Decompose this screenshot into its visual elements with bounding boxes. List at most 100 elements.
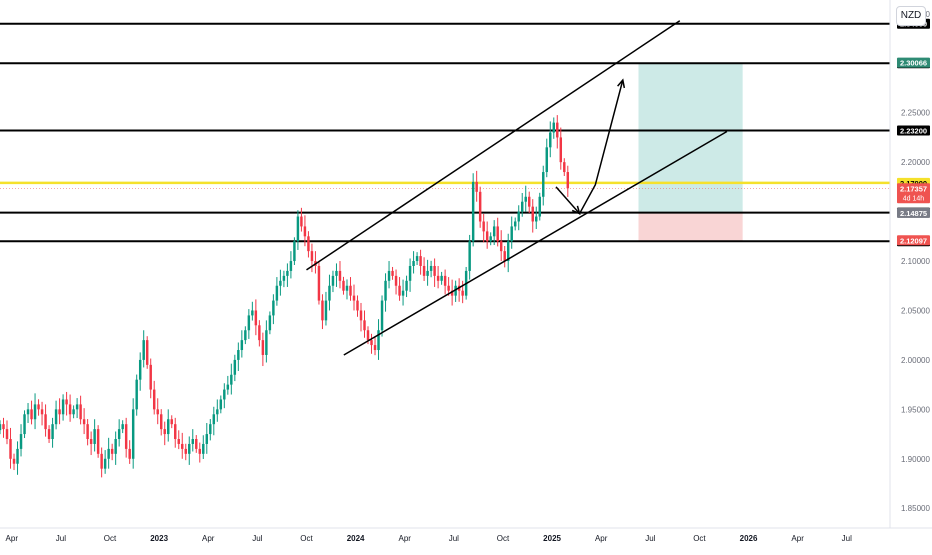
candle-body xyxy=(219,399,223,410)
candle-body xyxy=(26,409,30,415)
candle-body xyxy=(30,409,33,420)
candle-body xyxy=(156,409,159,415)
candle-body xyxy=(538,196,541,217)
candle-body xyxy=(475,181,478,192)
candle-body xyxy=(195,439,198,449)
projection-path xyxy=(555,79,624,215)
candle-body xyxy=(0,424,2,431)
candle-body xyxy=(521,201,524,212)
price-tag: 2.14875 xyxy=(900,209,927,218)
candle-body xyxy=(107,448,110,459)
candle-body xyxy=(454,285,457,296)
channel-lower-line xyxy=(343,130,728,356)
price-tag-bg xyxy=(897,183,930,204)
candle-body xyxy=(124,424,128,449)
candle-body xyxy=(352,295,356,301)
candle-body xyxy=(212,414,216,425)
candle-body xyxy=(261,340,265,355)
candle-body xyxy=(443,275,447,286)
candle-body xyxy=(152,389,156,410)
candle-body xyxy=(131,409,135,459)
candle-body xyxy=(58,409,61,415)
candle-body xyxy=(303,226,307,237)
candle-body xyxy=(223,389,226,400)
x-tick-label: Apr xyxy=(791,534,804,543)
candle-body xyxy=(226,384,230,390)
candle-body xyxy=(296,216,300,242)
candle-body xyxy=(331,275,335,286)
candle-body xyxy=(510,226,513,242)
candle-body xyxy=(513,221,517,227)
y-tick-label: 2.05000 xyxy=(901,306,930,315)
candle-body xyxy=(174,424,177,440)
candle-body xyxy=(556,122,559,138)
projection-arrowhead-down xyxy=(571,205,581,215)
candle-body xyxy=(517,211,520,222)
candle-body xyxy=(422,265,426,276)
level-price-tag: 2.23200 xyxy=(900,127,927,136)
candle-body xyxy=(258,325,261,341)
candle-body xyxy=(324,300,328,321)
candle-body xyxy=(401,290,405,296)
x-tick-label: Apr xyxy=(6,534,19,543)
candle-body xyxy=(268,315,272,331)
candle-body xyxy=(86,424,89,440)
x-tick-label: Apr xyxy=(202,534,215,543)
x-tick-label: Apr xyxy=(595,534,608,543)
x-tick-label: Jul xyxy=(449,534,459,543)
candle-body xyxy=(202,443,205,454)
candle-body xyxy=(524,196,527,202)
candle-body xyxy=(188,443,191,454)
level-price-tag-bg xyxy=(897,125,930,136)
candle-body xyxy=(114,439,117,454)
position-loss-zone xyxy=(638,212,743,242)
candle-body xyxy=(167,419,170,435)
candle-body xyxy=(436,275,440,281)
candle-body xyxy=(117,429,121,440)
candle-body xyxy=(552,122,555,133)
x-tick-label: Oct xyxy=(104,534,117,543)
x-tick-label: Oct xyxy=(693,534,706,543)
candle-body xyxy=(398,285,401,296)
candle-body xyxy=(566,172,570,189)
currency-label: NZD xyxy=(900,10,922,21)
candle-body xyxy=(5,429,9,440)
candle-body xyxy=(366,330,370,341)
candle-body xyxy=(408,265,412,281)
candle-body xyxy=(61,399,65,415)
candle-body xyxy=(363,320,366,331)
candle-body xyxy=(535,216,538,222)
candle-body xyxy=(377,330,380,351)
candle-body xyxy=(138,359,142,380)
candle-body xyxy=(549,132,552,148)
candle-body xyxy=(289,261,293,271)
candle-body xyxy=(198,448,202,454)
candle-body xyxy=(356,300,359,311)
channel-upper-line xyxy=(306,20,681,271)
candle-body xyxy=(135,379,138,410)
position-profit-zone xyxy=(638,63,743,213)
candle-body xyxy=(387,270,391,281)
candle-body xyxy=(307,236,310,252)
candle-body xyxy=(499,241,503,252)
candle-body xyxy=(492,226,496,237)
x-tick-label: 2026 xyxy=(740,534,758,543)
candle-body xyxy=(275,285,279,301)
candle-body xyxy=(145,340,149,365)
y-tick-label: 2.25000 xyxy=(901,109,930,118)
candle-body xyxy=(471,181,475,242)
x-tick-label: Apr xyxy=(398,534,411,543)
candle-body xyxy=(240,340,244,351)
candle-body xyxy=(68,404,72,415)
candle-body xyxy=(191,439,194,444)
candle-body xyxy=(37,404,40,410)
candle-body xyxy=(209,424,212,435)
candle-body xyxy=(23,414,26,435)
candle-body xyxy=(272,300,275,316)
candle-body xyxy=(33,404,37,420)
candle-body xyxy=(19,434,23,449)
currency-badge[interactable]: NZD xyxy=(896,6,926,26)
candle-body xyxy=(542,172,545,197)
